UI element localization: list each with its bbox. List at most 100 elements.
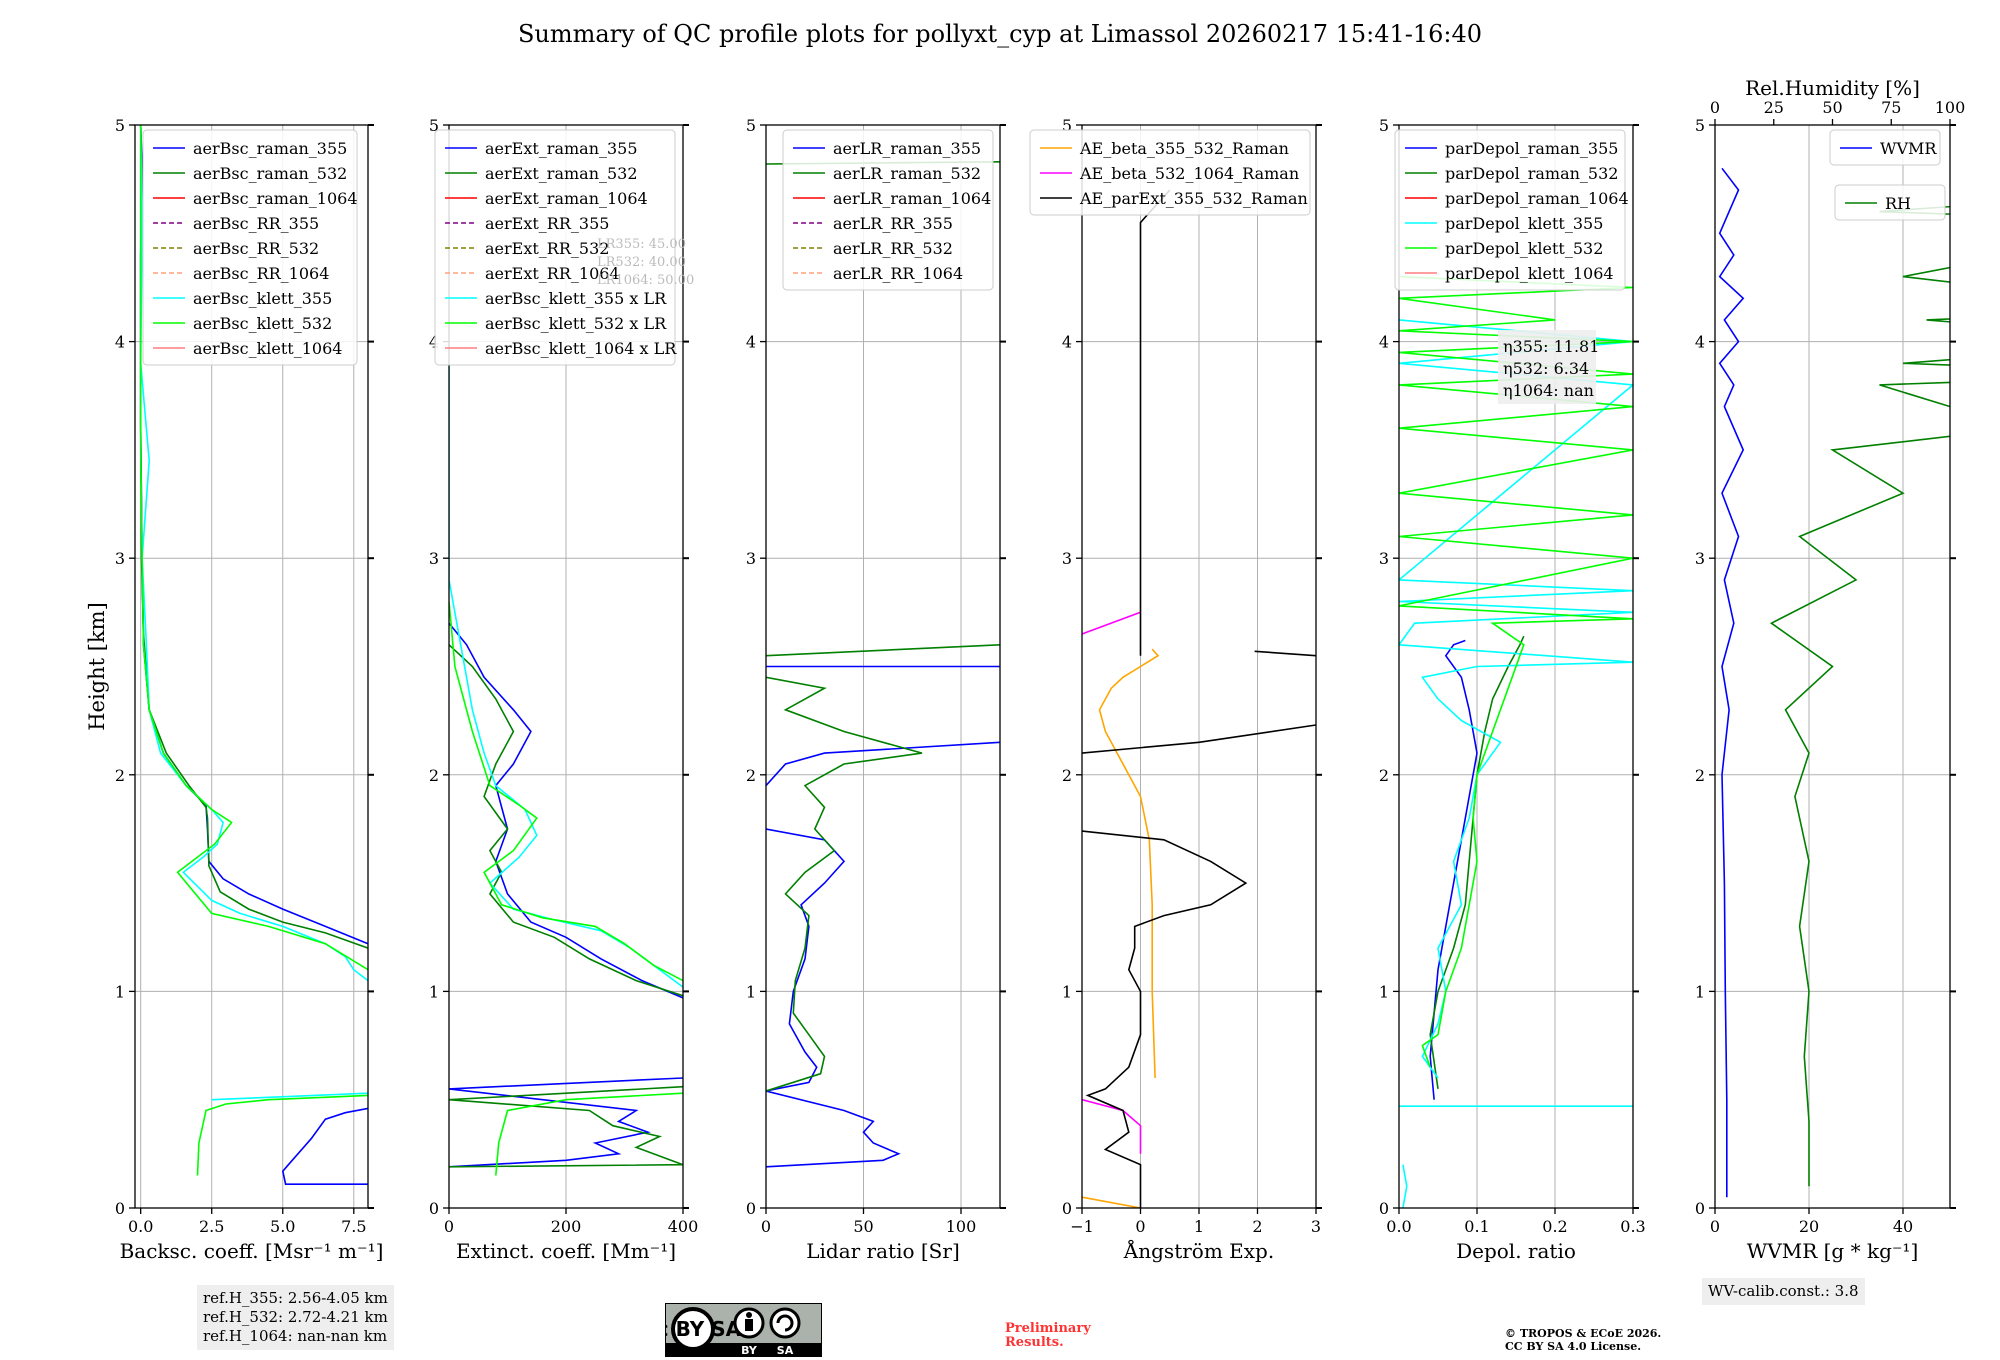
y-tick-label: 3 [1062,549,1072,568]
legend-frame [782,129,994,291]
series-line-aerBsc_klett_355 x LR [449,298,683,988]
y-tick-label: 4 [115,333,125,352]
x-tick-label: 0 [761,1217,771,1236]
top-x-tick-label: 0 [1710,98,1720,117]
series-line-aerBsc_klett_532 [196,1094,368,1176]
legend-entry: aerBsc_klett_355 x LR [485,289,667,308]
x-tick-label: 5.0 [270,1217,295,1236]
sa-label: SA [777,1344,794,1357]
x-tick-label: 7.5 [341,1217,366,1236]
series-line-parDepol_klett_355 [1402,1164,1408,1208]
x-tick-label: 0.2 [1542,1217,1567,1236]
ref-height-532: ref.H_532: 2.72-4.21 km [203,1308,388,1326]
axes-frame [1398,124,1634,1209]
series-line-aerExt_raman_532 [449,644,683,997]
legend-entry: AE_parExt_355_532_Raman [1079,189,1308,208]
legend-entry: parDepol_klett_532 [1445,239,1603,258]
legend-entry: parDepol_klett_1064 [1445,264,1614,283]
y-tick-label: 0 [746,1199,756,1218]
x-tick-label: 1 [1194,1217,1204,1236]
y-tick-label: 2 [429,766,439,785]
series-line-AE_beta_532_1064_Raman [1082,611,1141,635]
page-title: Summary of QC profile plots for pollyxt_… [517,20,1483,48]
legend-entry: aerBsc_klett_532 x LR [485,314,667,333]
legend-entry: AE_beta_532_1064_Raman [1079,164,1299,183]
wv-calib-constant: WV-calib.const.: 3.8 [1708,1282,1859,1300]
x-tick-label: 3 [1311,1217,1321,1236]
x-tick-label: 2.5 [199,1217,224,1236]
series-line-aerLR_raman_355 [766,741,1000,787]
y-tick-label: 1 [429,982,439,1001]
top-x-tick-label: 100 [1935,98,1966,117]
legend: parDepol_raman_355 parDepol_raman_532 parD… [1394,129,1629,291]
series-line-aerBsc_klett_532 x LR [449,601,683,982]
y-tick-label: 5 [429,116,439,135]
legend-entry: parDepol_raman_1064 [1445,189,1629,208]
legend-entry: aerLR_RR_355 [833,214,953,233]
lr-note: LR1064: 50.00 [597,273,694,288]
legend-entry: aerBsc_klett_1064 [193,339,342,358]
y-tick-label: 1 [1062,982,1072,1001]
series-line-parDepol_klett_355 [1399,319,1633,1079]
x-tick-label: 0.0 [1386,1217,1411,1236]
x-axis-label: Lidar ratio [Sr] [806,1239,960,1263]
y-tick-label: 5 [115,116,125,135]
y-tick-label: 1 [1379,982,1389,1001]
legend-entry: aerLR_raman_355 [833,139,981,158]
legend-entry: aerExt_raman_355 [485,139,638,158]
legend-entry: parDepol_raman_355 [1445,139,1618,158]
legend-frame [142,129,358,366]
panel-depol: 0 1 2 3 4 5 0.0 0.1 0.2 0.3 Depol. ratio parDepol_r… [1379,116,1646,1263]
y-tick-label: 0 [1062,1199,1072,1218]
legend: aerLR_raman_355 aerLR_raman_532 aerLR_rama… [782,129,994,291]
y-tick-label: 3 [1379,549,1389,568]
series-line-AE_beta_355_532_Raman [1098,648,1160,1079]
legend-entry: aerBsc_RR_1064 [193,264,329,283]
x-tick-label: 50 [853,1217,873,1236]
y-tick-label: 3 [429,549,439,568]
legend-entry: AE_beta_355_532_Raman [1079,139,1289,158]
x-tick-label: 0.0 [128,1217,153,1236]
legend-entry: WVMR [1880,139,1937,158]
wv-calib-box: WV-calib.const.: 3.8 [1702,1278,1865,1305]
x-axis-label: Extinct. coeff. [Mm⁻¹] [456,1239,676,1263]
y-tick-label: 0 [1695,1199,1705,1218]
x-tick-label: 2 [1252,1217,1262,1236]
eta-value: η1064: nan [1503,381,1594,400]
y-tick-label: 1 [746,982,756,1001]
x-tick-label: 0.1 [1464,1217,1489,1236]
ref-height-1064: ref.H_1064: nan-nan km [203,1327,388,1345]
x-tick-label: 400 [668,1217,699,1236]
y-tick-label: 4 [1379,333,1389,352]
y-tick-label: 1 [1695,982,1705,1001]
y-tick-label: 2 [746,766,756,785]
legend-entry: aerLR_raman_1064 [833,189,991,208]
legend-frame [1029,129,1311,216]
top-axis-label: Rel.Humidity [%] [1745,76,1920,100]
series-line-AE_beta_532_1064_Raman [1082,1098,1142,1154]
top-x-tick-label: 50 [1822,98,1842,117]
preliminary-note: Preliminary Results. [1005,1321,1091,1350]
series-line-aerBsc_raman_355 [281,1107,368,1185]
series-group [449,298,683,1176]
x-tick-label: 0.3 [1620,1217,1645,1236]
x-axis-label: Depol. ratio [1456,1239,1576,1263]
x-tick-label: 0 [1135,1217,1145,1236]
series-group [766,161,1000,1168]
legend-entry: aerLR_RR_532 [833,239,953,258]
panel-bsc: 0 1 2 3 4 5 0.0 2.5 5.0 7.5 Backsc. coeff. [Msr⁻¹ … [115,116,384,1263]
y-tick-label: 4 [429,333,439,352]
top-x-tick-label: 75 [1881,98,1901,117]
legend-entry: parDepol_klett_355 [1445,214,1603,233]
cc-license-badge: cc BY SA BY SA [665,1303,822,1357]
series-line-AE_beta_355_532_Raman [1082,1196,1141,1208]
eta-value: η355: 11.81 [1503,337,1599,356]
legend: RH [1834,184,1946,221]
legend-entry: aerBsc_raman_532 [193,164,347,183]
legend: aerBsc_raman_355 aerBsc_raman_532 aerBsc_r… [142,129,358,366]
cc-letters: cc BY SA [665,1317,742,1341]
x-tick-label: 100 [946,1217,977,1236]
legend-entry: aerBsc_RR_532 [193,239,319,258]
